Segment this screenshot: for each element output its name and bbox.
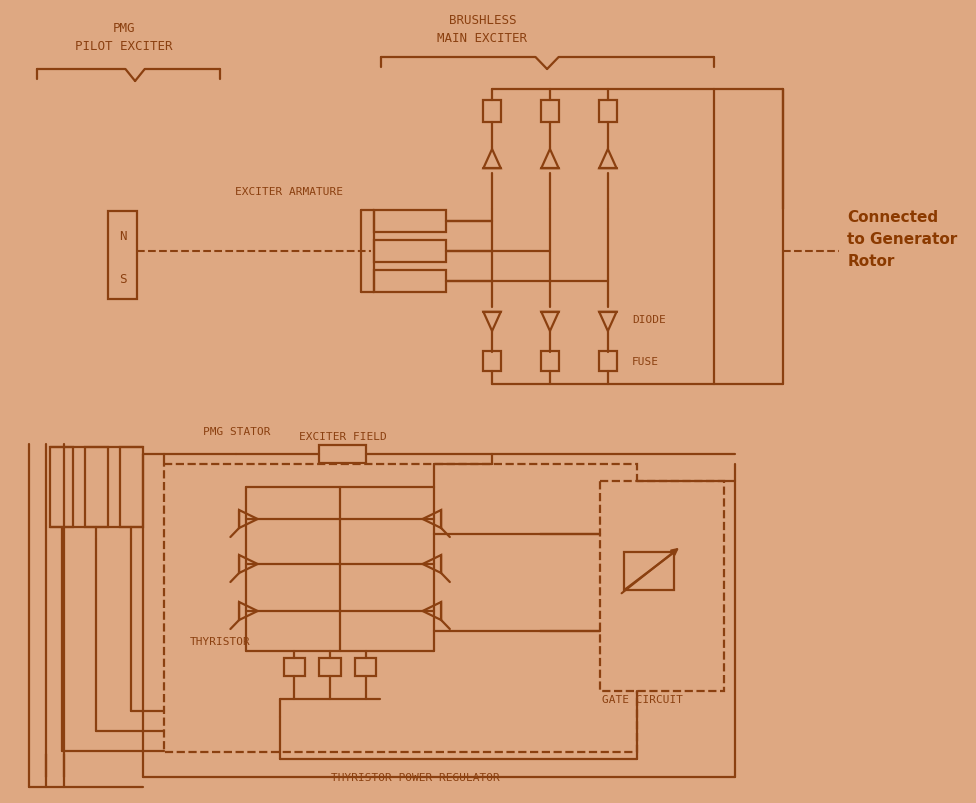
- Text: S: S: [119, 273, 126, 286]
- Bar: [542, 101, 558, 123]
- Bar: [284, 658, 305, 676]
- Text: BRUSHLESS: BRUSHLESS: [449, 14, 516, 26]
- Text: Connected: Connected: [847, 210, 938, 225]
- Text: PMG: PMG: [112, 22, 135, 35]
- Text: GATE CIRCUIT: GATE CIRCUIT: [602, 694, 683, 704]
- Text: N: N: [119, 230, 126, 243]
- Bar: [319, 658, 341, 676]
- Text: PMG STATOR: PMG STATOR: [203, 426, 270, 437]
- Bar: [483, 101, 501, 123]
- Bar: [85, 447, 108, 528]
- Bar: [375, 271, 446, 292]
- Text: EXCITER ARMATURE: EXCITER ARMATURE: [235, 187, 344, 197]
- Text: EXCITER FIELD: EXCITER FIELD: [299, 431, 386, 442]
- Text: DIODE: DIODE: [632, 315, 666, 324]
- Bar: [599, 101, 617, 123]
- Bar: [50, 447, 73, 528]
- Bar: [542, 352, 558, 372]
- Text: THYRISTOR: THYRISTOR: [190, 636, 251, 646]
- Text: MAIN EXCITER: MAIN EXCITER: [437, 31, 527, 44]
- Bar: [120, 447, 142, 528]
- Bar: [164, 464, 636, 752]
- Text: FUSE: FUSE: [632, 357, 659, 366]
- Text: THYRISTOR POWER REGULATOR: THYRISTOR POWER REGULATOR: [331, 772, 500, 782]
- Bar: [319, 446, 366, 463]
- Bar: [108, 212, 137, 300]
- Text: to Generator: to Generator: [847, 232, 957, 247]
- Bar: [483, 352, 501, 372]
- Bar: [375, 241, 446, 263]
- Text: Rotor: Rotor: [847, 255, 895, 269]
- Bar: [625, 552, 674, 590]
- Text: PILOT EXCITER: PILOT EXCITER: [75, 39, 172, 52]
- Bar: [600, 482, 723, 691]
- Bar: [599, 352, 617, 372]
- Bar: [355, 658, 377, 676]
- Bar: [375, 210, 446, 233]
